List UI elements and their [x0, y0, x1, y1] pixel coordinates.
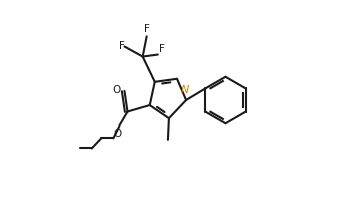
- Text: O: O: [113, 129, 121, 139]
- Text: F: F: [119, 41, 125, 52]
- Text: O: O: [112, 85, 120, 95]
- Text: F: F: [144, 24, 150, 34]
- Text: N: N: [181, 85, 189, 95]
- Text: F: F: [159, 43, 165, 54]
